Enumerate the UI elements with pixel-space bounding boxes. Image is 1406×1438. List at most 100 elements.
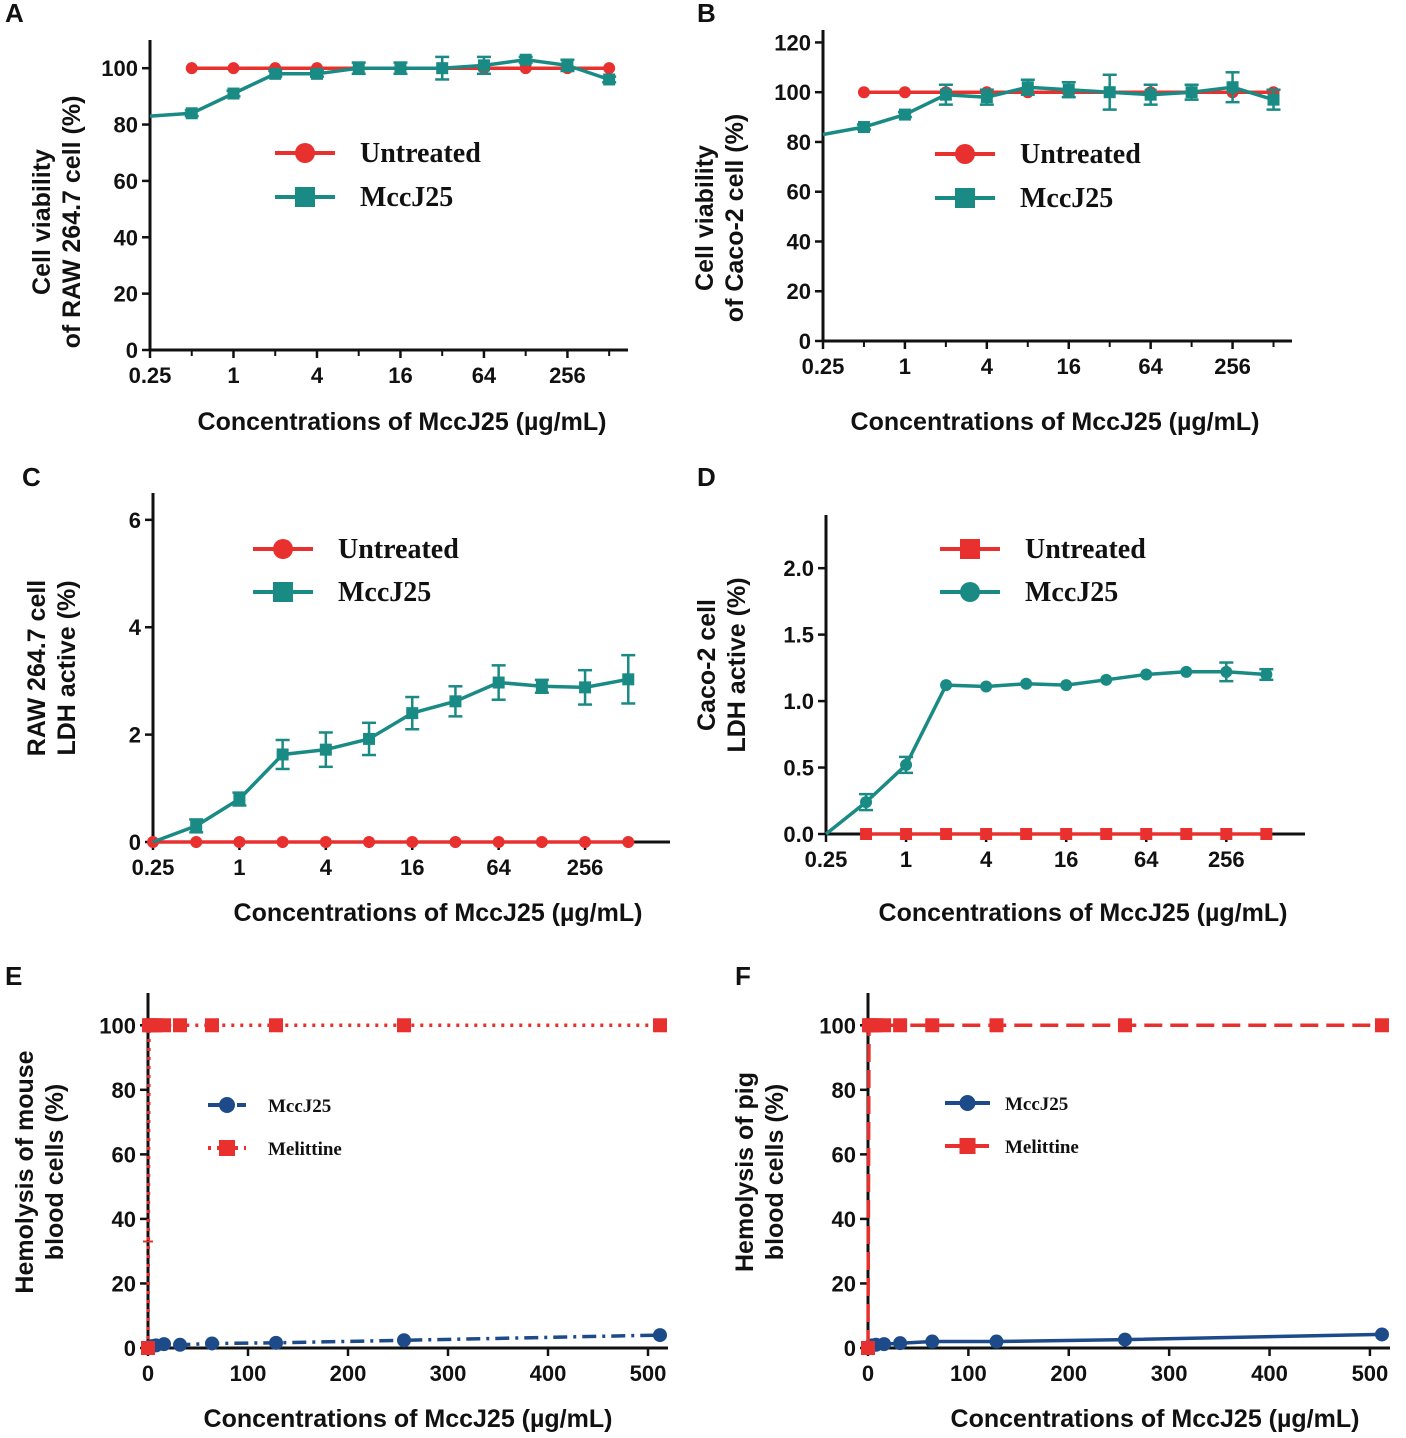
y-axis-title-line: RAW 264.7 cell xyxy=(23,580,51,756)
legend-marker xyxy=(955,188,975,208)
series-mccj25 xyxy=(149,53,617,120)
data-point xyxy=(310,67,323,80)
x-tick-label: 100 xyxy=(230,1361,267,1386)
x-axis-title: Concentrations of MccJ25 (µg/mL) xyxy=(879,899,1288,927)
x-tick-label: 300 xyxy=(430,1361,467,1386)
legend-label: Untreated xyxy=(1025,534,1146,565)
data-point xyxy=(898,86,911,99)
data-point xyxy=(394,62,407,75)
data-point xyxy=(227,87,240,100)
data-point xyxy=(561,59,574,72)
data-point xyxy=(173,1337,187,1352)
legend-label: Melittine xyxy=(268,1139,342,1160)
y-axis-title: Hemolysis of pig blood cells (%) xyxy=(731,1072,789,1272)
legend-label: Melittine xyxy=(1005,1137,1079,1158)
x-tick-label: 0.25 xyxy=(802,354,845,379)
y-tick-label: 80 xyxy=(787,130,811,155)
y-tick-label: 100 xyxy=(101,56,138,81)
series-line xyxy=(152,677,629,844)
legend: Untreated MccJ25 xyxy=(940,534,1146,608)
x-tick-label: 256 xyxy=(549,363,586,388)
panel-c: C 0 2 4 6 0.25 1 4 16 64 256 Concentrations of MccJ… xyxy=(22,462,670,927)
y-tick-label: 40 xyxy=(832,1207,856,1232)
y-axis-title-line: Hemolysis of mouse xyxy=(11,1050,39,1293)
y-axis-title: Cell viability of Caco-2 cell (%) xyxy=(691,114,749,322)
data-point xyxy=(190,836,203,848)
data-point xyxy=(1100,673,1113,686)
x-tick-label: 300 xyxy=(1151,1361,1188,1386)
x-tick-label: 1 xyxy=(227,363,239,388)
panel-a: A 0 20 40 60 80 100 0.25 1 4 16 64 256 Concentrations… xyxy=(5,0,628,436)
data-point xyxy=(269,1018,283,1033)
y-axis-title: RAW 264.7 cell LDH active (%) xyxy=(23,580,81,756)
x-tick-label: 0.25 xyxy=(132,855,175,880)
data-point xyxy=(857,121,870,134)
data-point xyxy=(185,62,198,75)
series-melittine xyxy=(861,1018,1389,1355)
y-tick-label: 2.0 xyxy=(783,556,814,581)
panel-letter: A xyxy=(5,0,24,28)
y-tick-label: 60 xyxy=(114,169,138,194)
y-tick-label: 100 xyxy=(774,80,811,105)
x-tick-label: 64 xyxy=(1134,847,1159,872)
x-tick-label: 16 xyxy=(1056,354,1080,379)
data-point xyxy=(157,1337,171,1352)
series-untreated xyxy=(860,828,1273,840)
data-point xyxy=(860,796,873,809)
y-axis-title-line: LDH active (%) xyxy=(53,580,81,755)
panel-b: B 0 20 40 60 80 100 120 0.25 1 4 16 64 256 Concentrati… xyxy=(691,0,1292,436)
data-point xyxy=(939,88,952,101)
data-point xyxy=(925,1018,940,1033)
data-point xyxy=(535,836,548,848)
data-point xyxy=(1060,679,1073,692)
data-point xyxy=(1267,93,1280,106)
legend-label: Untreated xyxy=(338,534,459,565)
panel-f: F 0 20 40 60 80 100 0 100 200 300 400 500 Concentrati… xyxy=(731,961,1390,1433)
x-tick-label: 1 xyxy=(900,847,912,872)
x-tick-label: 0 xyxy=(142,1361,154,1386)
data-point xyxy=(653,1018,667,1033)
data-point xyxy=(276,748,289,761)
legend-marker xyxy=(960,539,980,559)
data-point xyxy=(363,732,376,745)
data-point xyxy=(980,828,993,840)
data-point xyxy=(1185,86,1198,99)
data-point xyxy=(1220,828,1233,840)
y-tick-label: 6 xyxy=(129,508,141,533)
data-point xyxy=(1021,81,1034,94)
data-point xyxy=(925,1334,940,1349)
data-point xyxy=(1226,81,1239,94)
x-tick-label: 1 xyxy=(899,354,911,379)
panel-letter: D xyxy=(697,462,716,492)
y-tick-label: 0 xyxy=(126,338,138,363)
data-point xyxy=(1020,677,1033,690)
data-point xyxy=(185,107,198,120)
x-tick-label: 400 xyxy=(1251,1361,1288,1386)
series-line xyxy=(866,1023,1382,1349)
y-axis-title-line: of RAW 264.7 cell (%) xyxy=(58,96,86,349)
data-point xyxy=(603,62,616,75)
legend-marker xyxy=(959,1095,976,1111)
legend-label: MccJ25 xyxy=(1020,183,1113,214)
legend-label: MccJ25 xyxy=(1005,1094,1068,1115)
y-tick-label: 20 xyxy=(112,1271,136,1296)
data-point xyxy=(579,681,592,694)
data-point xyxy=(989,1018,1004,1033)
x-tick-label: 64 xyxy=(472,363,497,388)
y-tick-label: 2 xyxy=(129,723,141,748)
x-tick-label: 0.25 xyxy=(805,847,848,872)
x-tick-label: 64 xyxy=(486,855,511,880)
legend-label: Untreated xyxy=(1020,139,1141,170)
legend: Untreated MccJ25 xyxy=(253,534,459,608)
x-tick-label: 0 xyxy=(862,1361,874,1386)
x-axis-title: Concentrations of MccJ25 (µg/mL) xyxy=(198,408,607,436)
legend-marker xyxy=(219,1140,235,1156)
data-point xyxy=(519,53,532,66)
y-tick-label: 4 xyxy=(129,615,142,640)
data-point xyxy=(1117,1018,1132,1033)
y-tick-label: 60 xyxy=(112,1142,136,1167)
legend-marker xyxy=(219,1097,235,1113)
x-tick-label: 256 xyxy=(1214,354,1251,379)
y-axis-title-line: blood cells (%) xyxy=(761,1084,789,1260)
